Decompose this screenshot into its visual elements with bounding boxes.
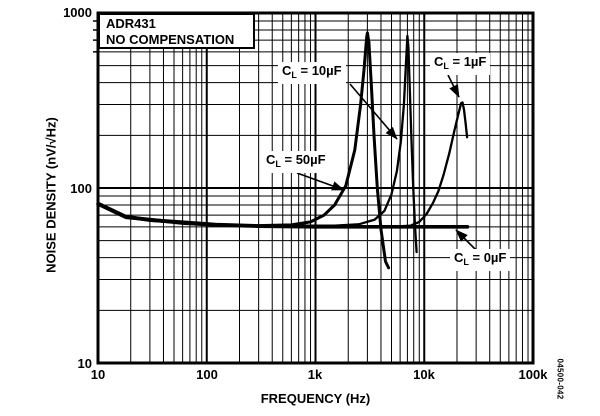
curve-3	[96, 101, 469, 228]
figure-code: 04500-042	[555, 358, 565, 400]
curve-label-0uf: CL = 0µF	[450, 249, 511, 271]
curve-label-50uf: CL = 50µF	[262, 151, 330, 173]
arrow-50uf	[296, 172, 345, 191]
arrow-10uf	[349, 83, 398, 140]
curve-label-10uf: CL = 10µF	[278, 62, 346, 84]
y-tick-1000: 1000	[63, 5, 92, 20]
x-tick-10k: 10k	[413, 367, 435, 382]
compensation-note: NO COMPENSATION	[106, 31, 235, 47]
x-tick-100k: 100k	[518, 367, 548, 382]
part-number: ADR431	[106, 16, 156, 31]
arrow-1uf	[447, 74, 460, 98]
x-tick-10: 10	[90, 367, 106, 382]
curve-label-1uf: CL = 1µF	[430, 53, 491, 75]
y-tick-100: 100	[70, 181, 92, 196]
y-tick-10: 10	[77, 356, 92, 371]
chart-title-box: ADR431 NO COMPENSATION	[98, 13, 255, 49]
x-axis-title: FREQUENCY (Hz)	[260, 391, 371, 406]
x-tick-1k: 1k	[307, 367, 323, 382]
y-axis-title: NOISE DENSITY (nV/√Hz)	[43, 117, 59, 273]
arrow-0uf	[455, 229, 477, 251]
x-tick-100: 100	[196, 367, 218, 382]
